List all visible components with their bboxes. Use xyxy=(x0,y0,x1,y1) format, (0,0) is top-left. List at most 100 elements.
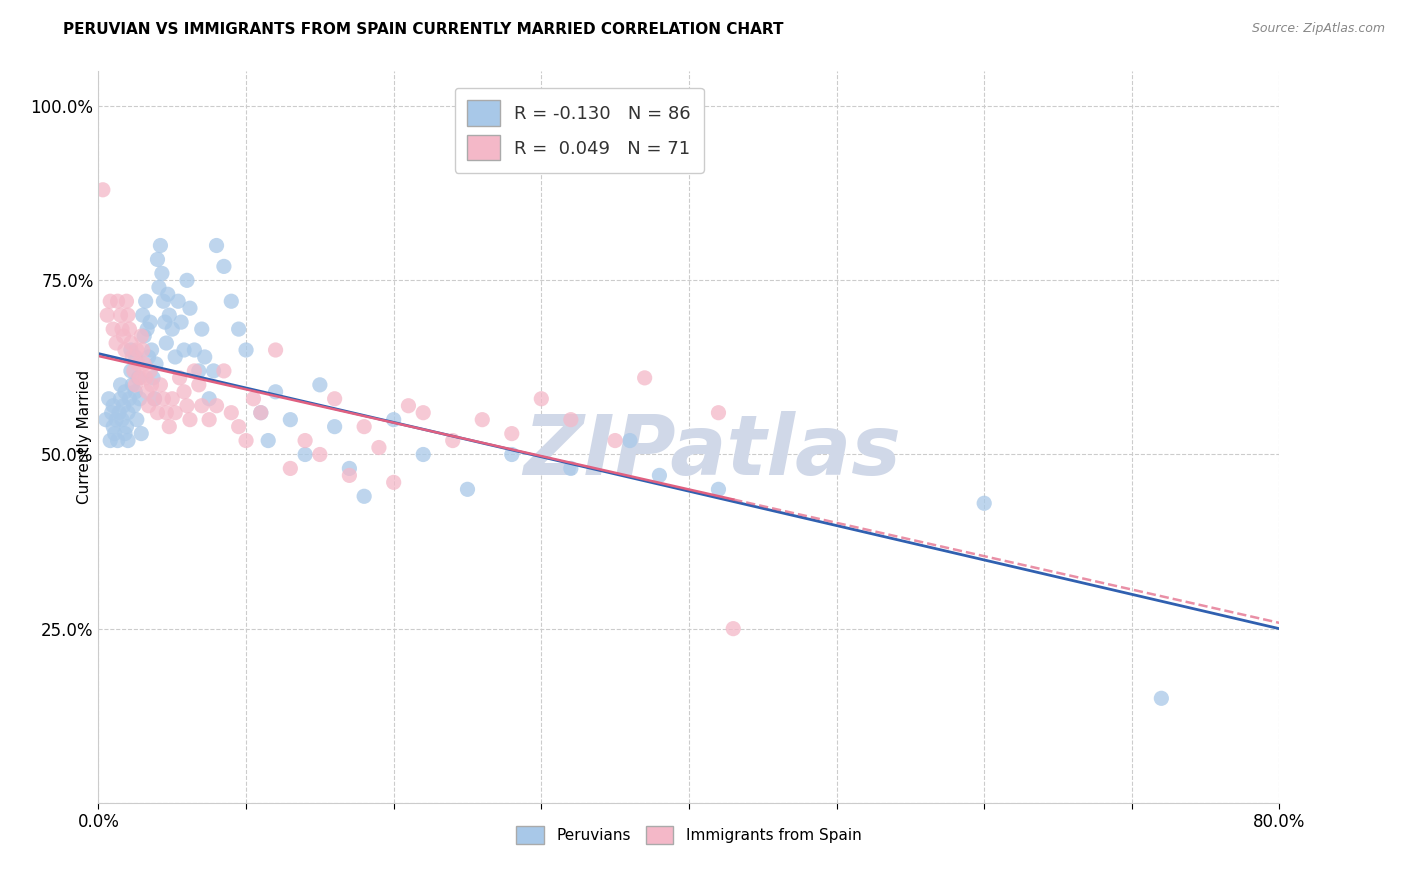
Point xyxy=(179,301,201,316)
Point xyxy=(457,483,479,497)
Point xyxy=(353,419,375,434)
Point xyxy=(124,384,146,399)
Point xyxy=(648,468,671,483)
Point xyxy=(135,371,157,385)
Point xyxy=(242,392,264,406)
Point xyxy=(309,377,332,392)
Point xyxy=(309,448,332,462)
Point xyxy=(118,392,141,406)
Point xyxy=(138,399,160,413)
Point xyxy=(412,406,434,420)
Point xyxy=(264,343,287,357)
Point xyxy=(120,343,142,357)
Point xyxy=(198,392,221,406)
Point xyxy=(145,357,167,371)
Point xyxy=(170,315,193,329)
Point xyxy=(136,384,159,399)
Point xyxy=(117,308,139,322)
Point xyxy=(132,308,155,322)
Point xyxy=(138,350,160,364)
Point xyxy=(110,377,132,392)
Point xyxy=(129,329,152,343)
Point xyxy=(973,496,995,510)
Point xyxy=(560,412,582,426)
Point xyxy=(368,441,391,455)
Point xyxy=(183,364,205,378)
Point xyxy=(280,461,302,475)
Point xyxy=(323,419,346,434)
Point xyxy=(110,308,132,322)
Point xyxy=(412,448,434,462)
Point xyxy=(634,371,657,385)
Point xyxy=(501,448,523,462)
Point xyxy=(167,294,190,309)
Point xyxy=(100,406,122,420)
Point xyxy=(121,377,143,392)
Point xyxy=(117,434,139,448)
Point xyxy=(339,468,361,483)
Point xyxy=(107,434,129,448)
Point xyxy=(118,322,141,336)
Point xyxy=(441,434,464,448)
Point xyxy=(179,412,201,426)
Point xyxy=(105,412,128,426)
Text: ZIPatlas: ZIPatlas xyxy=(523,411,901,492)
Point xyxy=(353,489,375,503)
Point xyxy=(98,294,121,309)
Point xyxy=(183,343,205,357)
Point xyxy=(176,273,198,287)
Point xyxy=(157,308,180,322)
Point xyxy=(146,406,169,420)
Point xyxy=(98,434,121,448)
Legend: Peruvians, Immigrants from Spain: Peruvians, Immigrants from Spain xyxy=(510,820,868,850)
Point xyxy=(135,294,157,309)
Point xyxy=(120,336,142,351)
Point xyxy=(139,315,162,329)
Point xyxy=(228,419,250,434)
Point xyxy=(136,322,159,336)
Point xyxy=(264,384,287,399)
Point xyxy=(139,364,162,378)
Point xyxy=(143,392,166,406)
Point xyxy=(115,294,138,309)
Point xyxy=(127,371,149,385)
Point xyxy=(707,406,730,420)
Point xyxy=(141,343,163,357)
Point xyxy=(257,434,280,448)
Point xyxy=(107,294,129,309)
Point xyxy=(97,392,120,406)
Point xyxy=(124,350,146,364)
Point xyxy=(471,412,494,426)
Point xyxy=(122,364,145,378)
Point xyxy=(125,343,148,357)
Point xyxy=(560,461,582,475)
Point xyxy=(235,434,257,448)
Point xyxy=(212,260,235,274)
Point xyxy=(605,434,627,448)
Point xyxy=(157,419,180,434)
Point xyxy=(142,371,165,385)
Point xyxy=(94,412,117,426)
Point xyxy=(250,406,273,420)
Text: PERUVIAN VS IMMIGRANTS FROM SPAIN CURRENTLY MARRIED CORRELATION CHART: PERUVIAN VS IMMIGRANTS FROM SPAIN CURREN… xyxy=(63,22,783,37)
Point xyxy=(108,406,131,420)
Point xyxy=(146,252,169,267)
Point xyxy=(148,280,170,294)
Point xyxy=(205,238,228,252)
Point xyxy=(105,336,128,351)
Point xyxy=(165,406,187,420)
Point xyxy=(194,350,217,364)
Point xyxy=(121,350,143,364)
Point xyxy=(176,399,198,413)
Point xyxy=(141,377,163,392)
Point xyxy=(152,294,174,309)
Point xyxy=(149,377,172,392)
Point xyxy=(228,322,250,336)
Point xyxy=(294,448,316,462)
Point xyxy=(134,329,156,343)
Point xyxy=(112,399,135,413)
Point xyxy=(91,183,114,197)
Point xyxy=(128,371,150,385)
Point xyxy=(128,392,150,406)
Point xyxy=(707,483,730,497)
